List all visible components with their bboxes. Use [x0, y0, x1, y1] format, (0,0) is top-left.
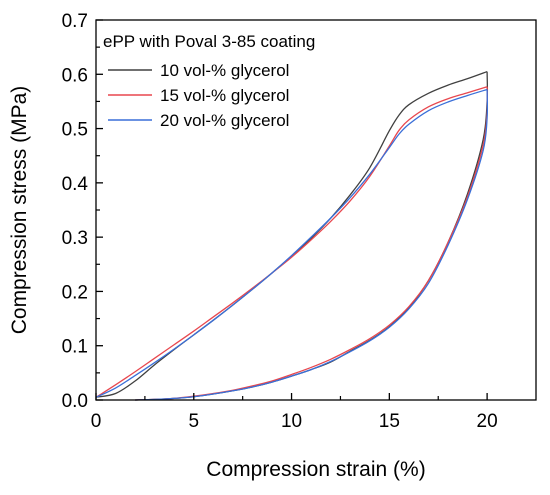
y-axis-title: Compression stress (MPa) [8, 86, 31, 335]
y-tick-label: 0.0 [62, 391, 88, 412]
legend-label: 10 vol-% glycerol [160, 61, 289, 80]
y-tick-label: 0.3 [62, 228, 88, 249]
legend-items: 10 vol-% glycerol 15 vol-% glycerol 20 vol… [108, 61, 289, 130]
series-10-loading-curve [95, 70, 488, 398]
x-tick-label: 5 [188, 411, 199, 432]
x-tick-label: 0 [91, 411, 102, 432]
legend: ePP with Poval 3-85 coating 10 vol-% gly… [103, 32, 315, 130]
x-tick-label: 20 [477, 411, 498, 432]
y-tick-label: 0.2 [62, 282, 88, 303]
y-tick-label: 0.1 [62, 337, 88, 358]
y-tick-label: 0.6 [62, 65, 88, 86]
x-tick-label: 10 [281, 411, 302, 432]
axes-layer: 0 5 10 15 20 0.0 0.1 0.2 0.3 0.4 0.5 0.6 0.7 [62, 11, 498, 432]
plot-frame [95, 19, 537, 401]
x-axis-title: Compression strain (%) [206, 458, 425, 481]
legend-label: 15 vol-% glycerol [160, 86, 289, 105]
y-tick-label: 0.4 [62, 174, 89, 195]
y-tick-label: 0.7 [62, 11, 88, 32]
curves-layer [95, 70, 489, 401]
x-tick-label: 15 [379, 411, 400, 432]
legend-label: 20 vol-% glycerol [160, 111, 289, 130]
series-20-loading-curve [95, 88, 488, 398]
series-20-unloading-curve [135, 89, 489, 401]
series-15-loading-curve [95, 86, 488, 398]
legend-title: ePP with Poval 3-85 coating [103, 32, 315, 51]
y-tick-label: 0.5 [62, 120, 88, 141]
